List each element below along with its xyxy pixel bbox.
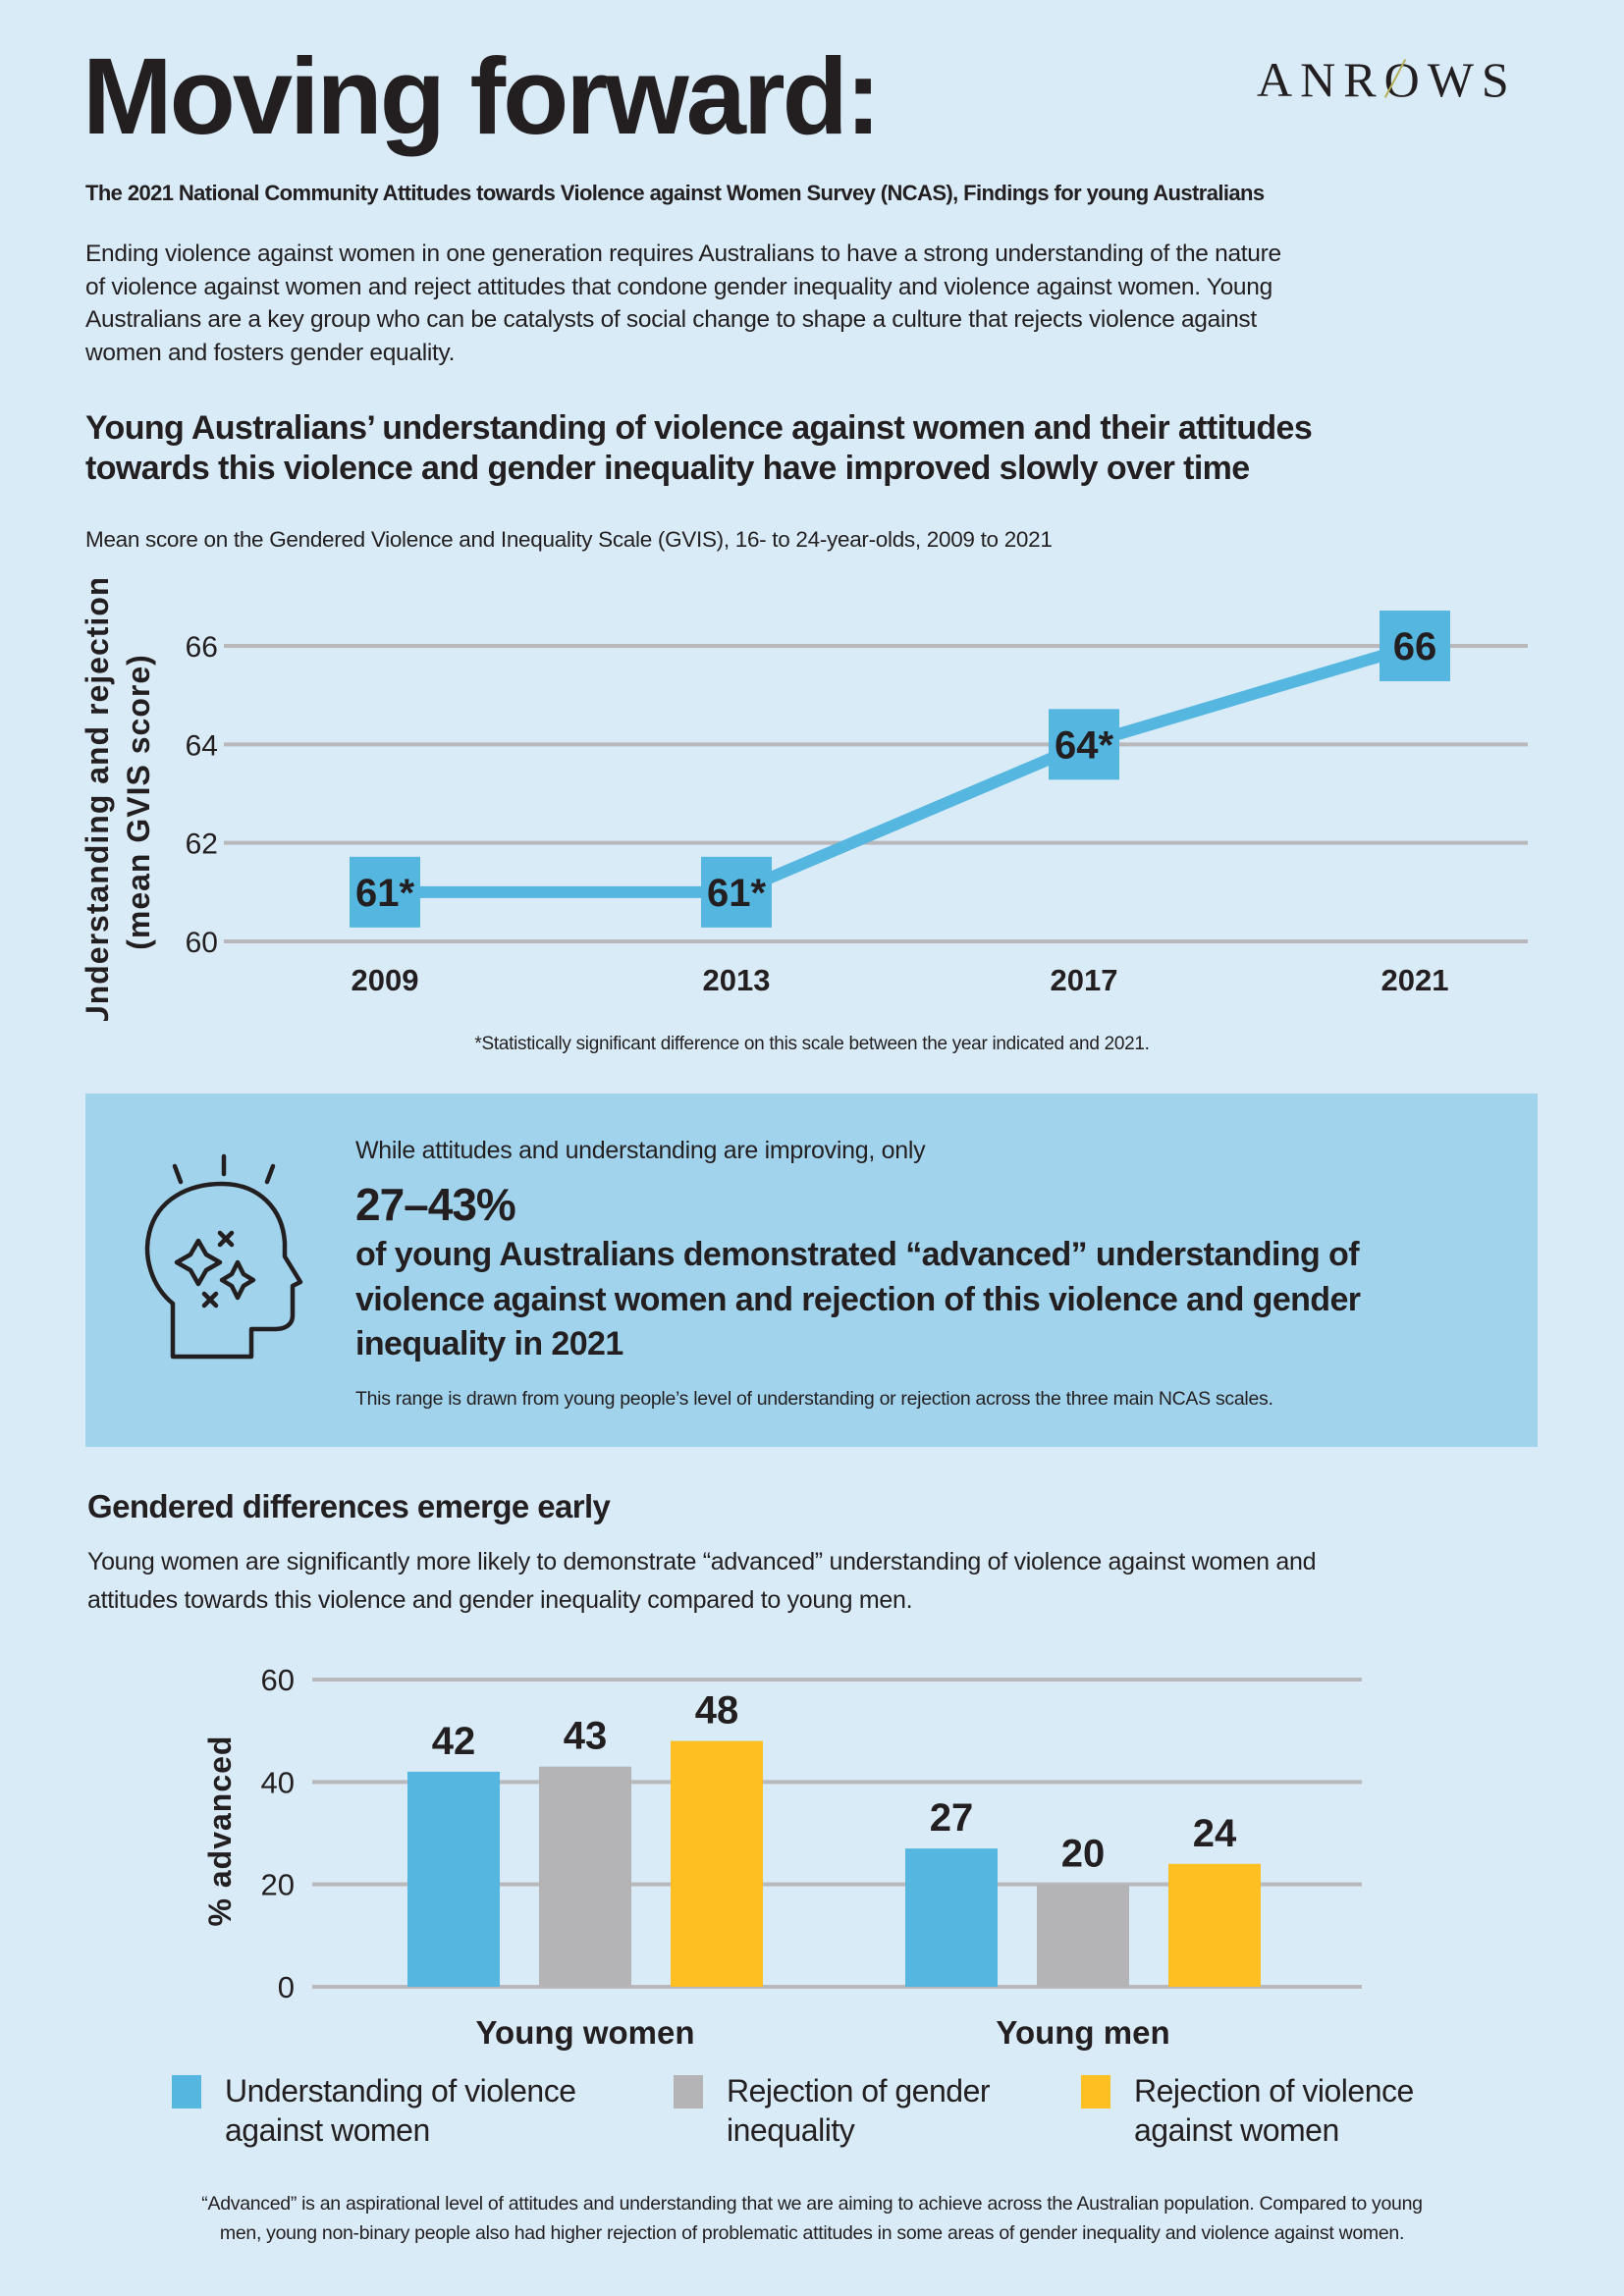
y-axis-title: % advanced: [202, 1735, 238, 1927]
data-point-box: [701, 856, 772, 928]
chart-caption: Mean score on the Gendered Violence and …: [85, 527, 1053, 552]
bar-value-label: 42: [432, 1720, 476, 1763]
heading-line: Young Australians’ understanding of viol…: [85, 409, 1313, 447]
series-line: [385, 640, 1417, 898]
bar: [1037, 1884, 1129, 1987]
callout-big-number: 27–43%: [355, 1179, 516, 1230]
footnote-line: “Advanced” is an aspirational level of a…: [201, 2193, 1423, 2215]
data-label: 61*: [707, 872, 766, 915]
bar-value-label: 48: [695, 1689, 739, 1733]
legend-label-line: Rejection of violence: [1134, 2073, 1414, 2109]
data-label: 64*: [1055, 723, 1113, 767]
legend-label-line: inequality: [727, 2112, 855, 2148]
footnote-line: men, young non-binary people also had hi…: [219, 2222, 1405, 2244]
y-tick-label: 60: [261, 1663, 295, 1697]
y-tick-label: 0: [278, 1970, 295, 2004]
bar-value-label: 20: [1061, 1833, 1106, 1876]
data-point-box: [1049, 709, 1119, 780]
section2-heading: Gendered differences emerge early: [87, 1488, 611, 1524]
legend-label: Rejection of gender inequality: [727, 2071, 991, 2150]
bar-value-label: 27: [930, 1796, 974, 1840]
y-axis-title: Understanding and rejection (mean GVIS sc…: [80, 579, 156, 1021]
y-tick-label: 60: [186, 927, 218, 959]
legend-label-line: Understanding of violence: [225, 2073, 576, 2109]
chart-footnote: *Statistically significant difference on…: [474, 1034, 1150, 1054]
bar: [407, 1771, 500, 1987]
legend-label-line: against women: [1134, 2112, 1339, 2148]
y-tick-label: 62: [186, 828, 218, 861]
bar-value-label: 43: [564, 1715, 608, 1758]
data-label: 66: [1393, 625, 1437, 668]
intro-line: of violence against women and reject att…: [85, 273, 1272, 300]
data-label: 61*: [355, 872, 414, 915]
legend-item-gender-inequality: Rejection of gender inequality: [674, 2071, 991, 2150]
intro-line: Ending violence against women in one gen…: [85, 240, 1281, 267]
legend-label-line: against women: [225, 2112, 430, 2148]
bar-chart: 0 20 40 60 42 43 48 Young women 27 20 24 Young men%…: [202, 1663, 1362, 2051]
bar: [905, 1848, 998, 1987]
category-label: Young women: [475, 2014, 694, 2051]
callout-box: [85, 1094, 1538, 1447]
legend-label: Rejection of violence against women: [1134, 2071, 1414, 2150]
para-line: Young women are significantly more likel…: [87, 1548, 1317, 1575]
y-axis-title-line: (mean GVIS score): [121, 654, 156, 950]
data-point-box: [1380, 611, 1450, 681]
category-label: Young men: [996, 2014, 1169, 2051]
intro-line: Australians are a key group who can be c…: [85, 306, 1257, 334]
heading-line: towards this violence and gender inequal…: [85, 450, 1250, 487]
bottom-footnote: “Advanced” is an aspirational level of a…: [0, 2189, 1624, 2248]
intro-paragraph: Ending violence against women in one gen…: [85, 238, 1281, 370]
callout-line: violence against women and rejection of …: [355, 1280, 1361, 1318]
x-tick-label: 2013: [703, 963, 771, 997]
bar-value-label: 24: [1193, 1812, 1237, 1855]
y-tick-label: 66: [186, 631, 218, 664]
callout-note: This range is drawn from young people’s …: [355, 1388, 1273, 1410]
legend-swatch: [172, 2075, 201, 2109]
legend-item-understanding: Understanding of violence against women: [172, 2071, 576, 2150]
legend-swatch: [674, 2075, 703, 2109]
callout-line: inequality in 2021: [355, 1325, 623, 1362]
callout-lead: While attitudes and understanding are im…: [355, 1137, 926, 1164]
x-tick-label: 2017: [1051, 963, 1118, 997]
line-chart: 60 62 64 66 61* 2009 61* 2013 64* 2017 66 2021 Under…: [80, 579, 1528, 1021]
para-line: attitudes towards this violence and gend…: [87, 1586, 913, 1614]
page-title: Moving forward:: [82, 36, 882, 157]
data-point-box: [350, 856, 420, 928]
legend-item-violence: Rejection of violence against women: [1081, 2071, 1414, 2150]
subtitle: The 2021 National Community Attitudes to…: [85, 181, 1265, 205]
section1-heading: Young Australians’ understanding of viol…: [85, 408, 1313, 489]
y-tick-label: 40: [261, 1765, 295, 1799]
y-tick-label: 64: [186, 729, 218, 762]
head-sparkles-icon: [144, 1153, 303, 1360]
x-tick-label: 2021: [1381, 963, 1449, 997]
bar: [539, 1766, 631, 1987]
bar: [671, 1740, 763, 1987]
legend-label: Understanding of violence against women: [225, 2071, 576, 2150]
x-tick-label: 2009: [352, 963, 419, 997]
section2-paragraph: Young women are significantly more likel…: [87, 1543, 1317, 1620]
legend-label-line: Rejection of gender: [727, 2073, 991, 2109]
y-tick-label: 20: [261, 1868, 295, 1902]
logo-text: ANRO WS: [1257, 52, 1517, 107]
bar: [1168, 1863, 1261, 1987]
callout-line: of young Australians demonstrated “advan…: [355, 1236, 1360, 1273]
intro-line: women and fosters gender equality.: [85, 340, 456, 367]
anrows-logo: ANRO WS: [1257, 55, 1517, 104]
y-axis-title-line: Understanding and rejection: [80, 579, 115, 1021]
callout-body: of young Australians demonstrated “advan…: [355, 1233, 1361, 1367]
legend-swatch: [1081, 2075, 1110, 2109]
